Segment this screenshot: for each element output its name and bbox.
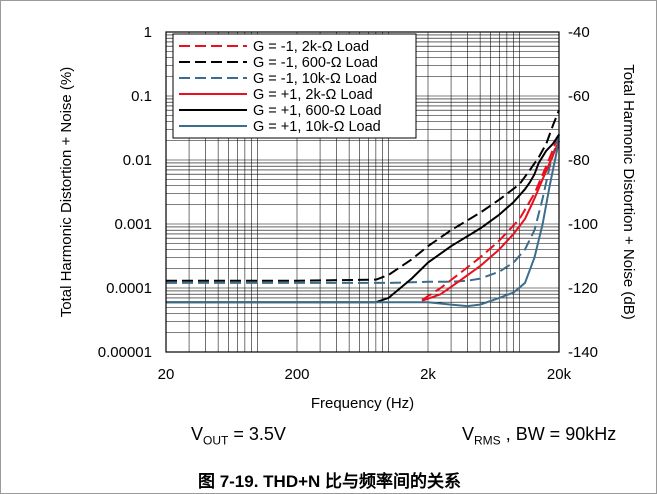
y2-tick-label: -140 [568, 344, 598, 361]
vout-subscript: OUT [203, 433, 229, 448]
y-axis-label-right: Total Harmonic Distortion + Noise (dB) [620, 64, 637, 320]
x-tick-label: 20 [158, 366, 175, 383]
x-tick-label: 200 [284, 366, 309, 383]
y-tick-label: 0.001 [114, 216, 152, 233]
legend-label-6: G = +1, 10k-Ω Load [253, 119, 381, 135]
bandwidth-condition: VRMS , BW = 90kHz [462, 424, 616, 448]
series-line-1 [421, 134, 560, 301]
vout-symbol: V [191, 424, 204, 444]
y-tick-label: 0.01 [123, 152, 152, 169]
vout-condition: VOUT = 3.5V [191, 424, 286, 448]
x-tick-label: 20k [547, 366, 572, 383]
legend-box [172, 33, 417, 139]
x-tick-label: 2k [420, 366, 436, 383]
y-axis-label-left: Total Harmonic Distortion + Noise (%) [58, 67, 75, 318]
tick-labels: 20 200 2k 20k 1 0.1 0.01 0.001 0.0001 0.00001 -40 -… [98, 24, 598, 383]
legend-label-2: G = -1, 600-Ω Load [253, 55, 378, 71]
y2-tick-label: -40 [568, 24, 590, 41]
series-lines [166, 109, 560, 308]
series-line-3 [166, 134, 560, 284]
y-tick-label: 0.1 [131, 88, 152, 105]
y-tick-label: 0.0001 [106, 280, 152, 297]
y2-tick-label: -80 [568, 152, 590, 169]
series-line-2 [166, 109, 560, 282]
series-line-5 [166, 133, 560, 304]
vrms-symbol: V [462, 424, 475, 444]
legend-label-1: G = -1, 2k-Ω Load [253, 39, 369, 55]
y2-tick-label: -120 [568, 280, 598, 297]
y-tick-label: 0.00001 [98, 344, 152, 361]
vout-value: = 3.5V [228, 424, 286, 444]
legend-label-5: G = +1, 600-Ω Load [253, 103, 382, 119]
bandwidth-value: , BW = 90kHz [500, 424, 617, 444]
y2-tick-label: -60 [568, 88, 590, 105]
y-tick-label: 1 [144, 24, 152, 41]
vrms-subscript: RMS [474, 433, 501, 448]
legend-label-4: G = +1, 2k-Ω Load [253, 87, 373, 103]
y2-tick-label: -100 [568, 216, 598, 233]
thd-n-vs-frequency-chart: 20 200 2k 20k 1 0.1 0.01 0.001 0.0001 0.00001 -40 -… [58, 24, 637, 412]
series-line-4 [421, 140, 560, 302]
legend-label-3: G = -1, 10k-Ω Load [253, 71, 377, 87]
figure-caption: 图 7-19. THD+N 比与频率间的关系 [197, 472, 462, 491]
x-axis-label: Frequency (Hz) [311, 395, 414, 412]
series-line-6 [166, 140, 560, 308]
plot-frame [165, 31, 560, 353]
